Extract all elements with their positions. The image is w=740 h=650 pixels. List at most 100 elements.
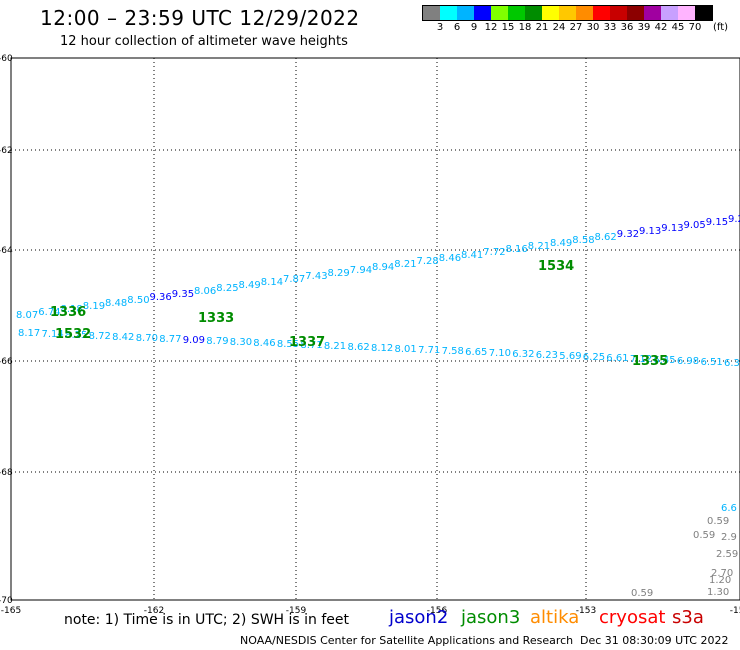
pass-time-label: 1335	[632, 354, 668, 369]
y-tick-label: -64	[0, 246, 13, 256]
pass-time-label: 1532	[55, 327, 91, 342]
swh-value: 6.25	[583, 352, 605, 363]
legend-tick-label: 42	[654, 22, 668, 33]
generation-timestamp: Dec 31 08:30:09 UTC 2022	[580, 634, 729, 647]
swh-value: 7.71	[418, 345, 440, 356]
legend-tick-label: 33	[603, 22, 617, 33]
legend-tick-label: 9	[470, 22, 478, 33]
x-tick-label: -162	[144, 606, 164, 616]
swh-value: 7.14	[42, 329, 64, 340]
legend-swatch	[661, 6, 678, 20]
legend-tick-label: 39	[637, 22, 651, 33]
swh-value: 8.49	[239, 280, 261, 291]
swh-value: 8.25	[216, 283, 238, 294]
legend-swatch	[678, 6, 695, 20]
swh-value: 0.59	[631, 588, 653, 599]
swh-value: 8.50	[127, 295, 149, 306]
legend-swatch	[576, 6, 593, 20]
legend-tick-label: 12	[484, 22, 498, 33]
map-frame	[10, 57, 740, 601]
swh-value: 9.13	[661, 223, 683, 234]
swh-value: 9.15	[706, 217, 728, 228]
swh-value: 8.30	[230, 337, 252, 348]
swh-value: 8.42	[112, 332, 134, 343]
swh-value: 9.09	[183, 335, 205, 346]
swh-value: 8.19	[83, 301, 105, 312]
legend-swatch	[525, 6, 542, 20]
swh-value: 8.48	[105, 298, 127, 309]
legend-tick-label: 24	[552, 22, 566, 33]
swh-value: 9.2	[728, 214, 740, 225]
legend-swatch	[440, 6, 457, 20]
track-labels: 8.07 6.74 8.18 8.19 8.48 8.50 9.36 9.35 8.06 8.25…	[16, 214, 740, 599]
swh-value: 7.43	[305, 271, 327, 282]
swh-value: 2.9	[721, 532, 737, 543]
color-legend	[422, 5, 713, 21]
swh-value: 8.21	[324, 341, 346, 352]
swh-value: 6.6	[721, 503, 737, 514]
legend-swatch	[644, 6, 661, 20]
swh-value: 6.45	[653, 355, 675, 366]
swh-value: 9.32	[617, 229, 639, 240]
swh-value: 8.94	[372, 262, 394, 273]
swh-value: 7.10	[489, 348, 511, 359]
swh-value: 8.14	[261, 277, 283, 288]
legend-tick-label: 6	[453, 22, 461, 33]
legend-tick-label: 15	[501, 22, 515, 33]
swh-value: 8.55	[277, 339, 299, 350]
swh-value: 6.74	[38, 307, 60, 318]
swh-value: 2.59	[716, 549, 738, 560]
swh-value: 7.87	[283, 274, 305, 285]
swh-value: 0.59	[693, 530, 715, 541]
swh-value: 5.69	[559, 351, 581, 362]
swh-value: 8.46	[253, 338, 275, 349]
x-tick-label: -153	[576, 606, 596, 616]
x-tick-label: -159	[286, 606, 307, 616]
legend-swatch	[695, 6, 712, 20]
swh-value: 9.35	[172, 289, 194, 300]
legend-swatch	[457, 6, 474, 20]
legend-swatch	[610, 6, 627, 20]
swh-value: 8.06	[194, 286, 216, 297]
swh-value: 8.41	[461, 250, 483, 261]
swh-value: 6.32	[512, 349, 534, 360]
swh-value: 9.13	[639, 226, 661, 237]
swh-value: 7.12	[630, 354, 652, 365]
legend-tick-label: 27	[569, 22, 583, 33]
legend-tick-label: 3	[436, 22, 444, 33]
legend-swatch	[491, 6, 508, 20]
y-tick-label: -62	[0, 146, 13, 156]
axis-labels: -165 -162 -159 -156 -153 -150 -60 -62 -64 -66 -68 -…	[0, 54, 740, 616]
swh-value: 7.28	[417, 256, 439, 267]
x-tick-label: -150	[730, 606, 740, 616]
footer-note: note: 1) Time is in UTC; 2) SWH is in fe…	[64, 612, 350, 628]
grid-lines	[10, 57, 740, 601]
swh-value: 2.70	[711, 568, 733, 579]
swh-value: 8.49	[550, 238, 572, 249]
swh-value: 8.21	[528, 241, 550, 252]
sat-jason2: jason2	[389, 607, 449, 628]
swh-value: 8.70	[136, 333, 158, 344]
pass-time-label: 1337	[289, 335, 325, 350]
swh-value: 6.98	[677, 356, 699, 367]
legend-swatch	[542, 6, 559, 20]
swh-value: 6.3	[724, 358, 740, 369]
legend-unit: (ft)	[713, 22, 729, 33]
swh-value: 8.29	[328, 268, 350, 279]
map-subtitle: 12 hour collection of altimeter wave hei…	[60, 34, 348, 49]
swh-value: 7.94	[350, 265, 372, 276]
legend-swatch	[474, 6, 491, 20]
swh-value: 8.12	[371, 343, 393, 354]
legend-tick-label: 18	[518, 22, 532, 33]
x-tick-label: -156	[427, 606, 448, 616]
swh-value: 8.62	[348, 342, 370, 353]
sat-altika: altika	[530, 607, 580, 628]
pass-time-label: 1336	[50, 305, 86, 320]
x-tick-label: -165	[1, 606, 21, 616]
y-tick-label: -70	[0, 596, 13, 606]
legend-swatch	[423, 6, 440, 20]
swh-value: 8.17	[18, 328, 40, 339]
swh-value: 6.65	[465, 347, 487, 358]
swh-value: 8.18	[61, 304, 83, 315]
swh-value: 8.71	[300, 340, 322, 351]
